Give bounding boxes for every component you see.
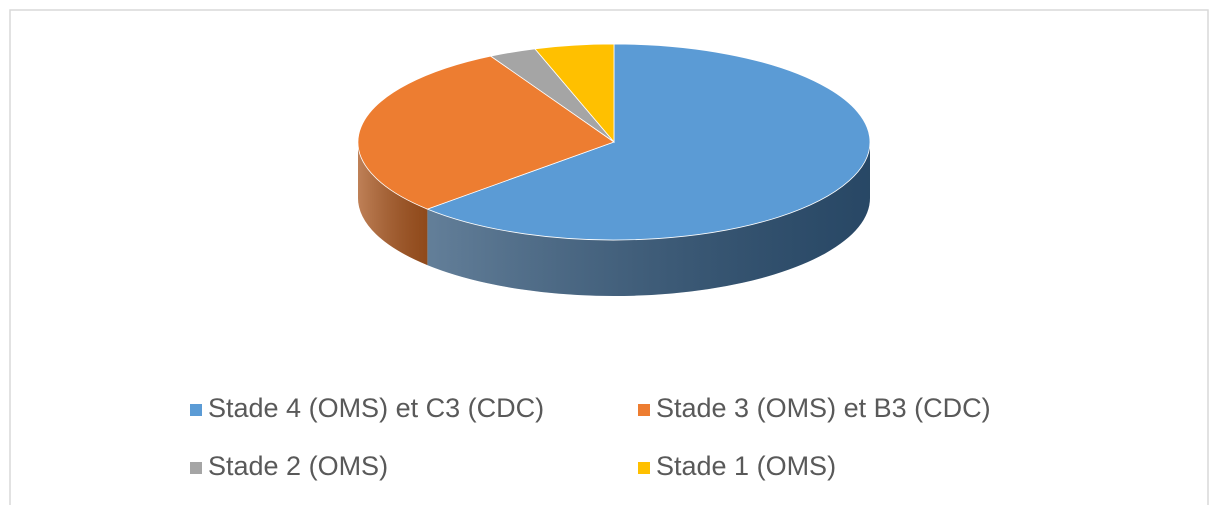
slice-side-shade: [358, 142, 428, 266]
legend-marker: [190, 404, 202, 416]
legend-label: Stade 1 (OMS): [656, 451, 836, 481]
legend-label: Stade 3 (OMS) et B3 (CDC): [656, 393, 991, 423]
slice: [534, 43, 615, 144]
slice-side-shade: [427, 142, 870, 297]
chart-frame: [9, 9, 1209, 505]
legend-marker: [190, 462, 202, 474]
legend-marker: [638, 404, 650, 416]
legend-marker: [638, 462, 650, 474]
legend-label: Stade 4 (OMS) et C3 (CDC): [208, 393, 544, 423]
slice: [357, 55, 615, 210]
slice: [426, 43, 871, 241]
legend-label: Stade 2 (OMS): [208, 451, 388, 481]
